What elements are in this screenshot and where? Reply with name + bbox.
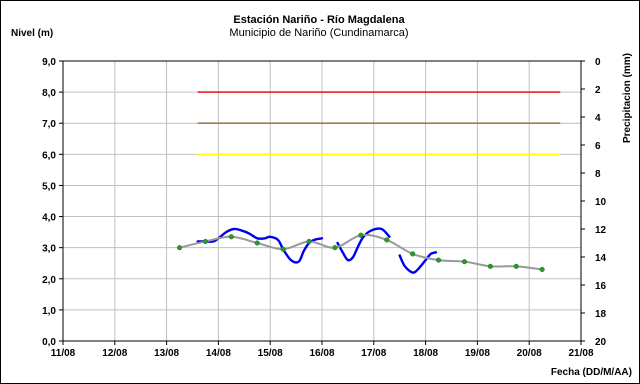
y2-tick-label: 10 xyxy=(595,197,607,208)
data-point xyxy=(254,240,260,246)
data-point xyxy=(487,263,493,269)
y2-tick-label: 8 xyxy=(595,169,601,180)
y-tick-label: 3,0 xyxy=(42,244,56,255)
data-point xyxy=(202,238,208,244)
observed-level-line xyxy=(196,227,324,264)
y2-tick-label: 16 xyxy=(595,281,607,292)
y2-tick-label: 12 xyxy=(595,225,607,236)
y-tick-label: 8,0 xyxy=(42,88,56,99)
data-point xyxy=(177,245,183,251)
plot-layer: 0,0 1,0 2,0 3,0 4,0 5,0 6,0 7,0 8,0 9,0 0 2 4 6 8 10 12 1… xyxy=(42,57,606,359)
y-tick-label: 7,0 xyxy=(42,119,56,130)
data-point xyxy=(513,263,519,269)
data-point xyxy=(410,251,416,257)
y-tick-label: 4,0 xyxy=(42,213,56,224)
x-tick-label: 20/08 xyxy=(517,348,542,359)
y2-tick-label: 14 xyxy=(595,253,607,264)
y2-tick-label: 20 xyxy=(595,337,607,348)
y-tick-label: 1,0 xyxy=(42,306,56,317)
data-point xyxy=(280,246,286,252)
data-point xyxy=(461,259,468,265)
y2-tick-label: 4 xyxy=(595,113,601,124)
x-tick-label: 12/08 xyxy=(102,348,127,359)
x-tick-label: 13/08 xyxy=(154,348,179,359)
y2-tick-label: 2 xyxy=(595,85,601,96)
data-point xyxy=(332,245,338,251)
y2-axis-label: Precipitacion (mm) xyxy=(622,53,633,143)
x-tick-label: 14/08 xyxy=(206,348,231,359)
y2-tick-label: 0 xyxy=(595,57,601,68)
data-point xyxy=(436,257,442,263)
y-tick-label: 5,0 xyxy=(42,181,56,192)
chart-subtitle: Municipio de Nariño (Cundinamarca) xyxy=(229,27,408,39)
data-point xyxy=(306,238,312,244)
y-tick-label: 9,0 xyxy=(42,57,56,68)
observed-level-line xyxy=(336,227,391,262)
x-tick-label: 16/08 xyxy=(309,348,334,359)
x-axis-label: Fecha (DD/M/AA) xyxy=(551,367,632,378)
x-tick-label: 11/08 xyxy=(51,348,76,359)
observed-level-line xyxy=(398,251,438,274)
data-point xyxy=(539,266,545,272)
data-point xyxy=(228,234,234,240)
y-tick-label: 2,0 xyxy=(42,275,56,286)
y2-tick-label: 18 xyxy=(595,309,607,320)
y-tick-label: 0,0 xyxy=(42,337,56,348)
x-tick-label: 21/08 xyxy=(568,348,593,359)
y-tick-label: 6,0 xyxy=(42,150,56,161)
x-tick-label: 15/08 xyxy=(258,348,283,359)
y-axis-label: Nivel (m) xyxy=(11,28,53,39)
x-tick-label: 19/08 xyxy=(465,348,490,359)
data-point xyxy=(358,232,364,238)
x-tick-label: 17/08 xyxy=(361,348,386,359)
chart-title: Estación Nariño - Río Magdalena xyxy=(233,14,405,26)
data-point xyxy=(384,237,390,243)
x-tick-label: 18/08 xyxy=(413,348,438,359)
y2-tick-label: 6 xyxy=(595,141,601,152)
